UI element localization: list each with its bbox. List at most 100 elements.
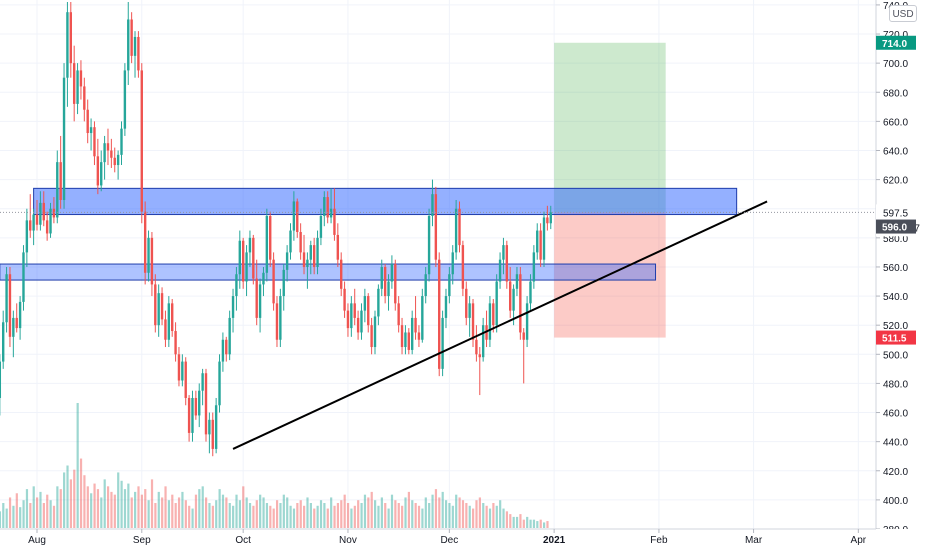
volume-bar [12, 505, 15, 528]
volume-bar [188, 505, 191, 528]
candle-body [15, 317, 18, 329]
candle-body [458, 208, 461, 246]
price-tick-label: 520.0 [883, 321, 908, 332]
target-price-label-bg [876, 35, 916, 50]
volume-bar [292, 508, 296, 528]
volume-bar [417, 505, 421, 528]
volume-bar [123, 489, 127, 528]
volume-bar [63, 472, 66, 528]
target-price-label: 714.0 [882, 39, 907, 50]
candle-body [296, 201, 299, 233]
ascending-trendline[interactable] [232, 200, 768, 450]
candle-body [319, 216, 323, 238]
volume-bar [154, 503, 157, 528]
volume-bar [8, 497, 12, 528]
candle-body [383, 266, 387, 297]
volume-bar [215, 500, 218, 528]
candle-body [373, 316, 377, 348]
zones[interactable] [0, 187, 738, 281]
price-tick-label: 620.0 [883, 176, 908, 187]
upper-resistance-zone[interactable] [33, 187, 738, 216]
candle-body [471, 303, 475, 340]
candle-body [218, 361, 221, 406]
price-tick-label: 560.0 [883, 263, 908, 274]
candle-body [191, 397, 194, 433]
time-axis[interactable]: Aug Sep Oct Nov Dec 2021 Feb Mar Apr [0, 528, 932, 550]
volume-bar [177, 497, 181, 528]
candle-body [103, 143, 106, 163]
candle-body [302, 252, 306, 267]
price-axis[interactable]: 380.0400.0420.0440.0460.0480.0500.0520.0… [875, 0, 932, 550]
volume-bar [66, 465, 69, 528]
volume-bar [451, 505, 454, 528]
currency-button[interactable]: USD [889, 5, 917, 22]
candle-body [123, 70, 127, 129]
volume-bar [36, 497, 39, 528]
volume-bar [2, 503, 5, 528]
candle-body [336, 234, 340, 260]
volume-bar [546, 521, 549, 528]
candle-body [133, 36, 137, 56]
candle-body [509, 281, 512, 311]
volume-bar [106, 486, 110, 528]
volume-bar [147, 500, 150, 528]
candle-body [289, 230, 292, 253]
volume-bar [411, 500, 414, 528]
time-tick-label: Mar [745, 535, 763, 546]
candle-body [269, 216, 272, 260]
candle-body [410, 317, 414, 350]
candle-body [235, 274, 238, 297]
volume-bar [512, 516, 515, 528]
candle-body [316, 237, 319, 267]
volume-bar [0, 511, 2, 528]
candle-body [279, 296, 282, 340]
volume-bar [343, 494, 346, 528]
volume-bar [444, 500, 448, 528]
volume-bar [303, 505, 306, 528]
volume-bar [225, 497, 228, 528]
volume-bar [32, 486, 35, 528]
candle-body [5, 274, 8, 323]
volume-bar [25, 489, 29, 528]
candle-body [326, 197, 329, 218]
volume-bar [441, 491, 444, 528]
candle-body [167, 303, 171, 340]
candle-body [451, 252, 454, 275]
candle-body [454, 208, 458, 253]
candle-body [2, 322, 5, 362]
candles [0, 2, 552, 457]
volume-bar [461, 500, 465, 528]
volume-bar [357, 500, 360, 528]
volume-bar [529, 519, 532, 528]
volume-bar [363, 494, 367, 528]
time-axis-bg [0, 529, 932, 550]
candle-body [147, 237, 150, 273]
candle-body [258, 284, 262, 318]
lower-support-zone[interactable] [0, 263, 657, 281]
candle-body [262, 272, 265, 285]
candle-body [100, 162, 103, 186]
candle-body [137, 36, 140, 71]
candle-body [29, 220, 32, 231]
volume-bar [242, 486, 245, 528]
price-tick-label: 400.0 [883, 496, 908, 507]
volume-bar [29, 503, 32, 528]
candle-body [478, 354, 481, 358]
volume-bar [113, 494, 116, 528]
volume-bar [319, 500, 323, 528]
candle-body [539, 230, 542, 260]
volume-bar [174, 503, 177, 528]
volume-bar [275, 500, 279, 528]
volume-bar [505, 511, 509, 528]
candle-body [157, 293, 160, 326]
volume-bar [198, 489, 201, 528]
candle-body [238, 240, 241, 275]
volume-bar [286, 497, 289, 528]
candle-body [8, 274, 12, 337]
profit-zone[interactable] [554, 42, 666, 213]
trendline[interactable] [232, 200, 768, 450]
time-tick-label: Dec [440, 535, 458, 546]
